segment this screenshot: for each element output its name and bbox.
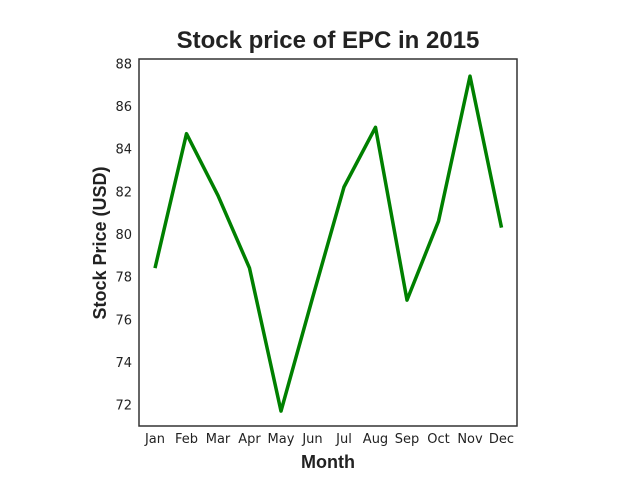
x-tick-label: Feb (175, 432, 198, 447)
y-tick-label: 88 (115, 57, 132, 72)
y-tick-label: 74 (115, 356, 132, 371)
y-axis-label: Stock Price (USD) (90, 166, 110, 319)
x-tick-label: Dec (489, 432, 514, 447)
x-tick-label: Jan (144, 432, 165, 447)
x-tick-label: Sep (395, 432, 420, 447)
x-tick-label: Jul (335, 432, 352, 447)
y-tick-label: 80 (115, 228, 132, 243)
x-tick-label: Nov (457, 432, 483, 447)
series-line (153, 74, 504, 413)
x-axis-label: Month (301, 452, 355, 472)
x-tick-label: Oct (427, 432, 449, 447)
x-tick-label: May (268, 432, 295, 447)
y-tick-label: 84 (115, 143, 132, 158)
y-tick-label: 86 (115, 100, 132, 115)
x-tick-label: Apr (238, 432, 261, 447)
y-axis-ticks: 72 74 76 78 80 82 84 86 88 (115, 57, 132, 413)
series-group (153, 74, 504, 413)
x-tick-label: Mar (206, 432, 231, 447)
x-tick-label: Aug (363, 432, 388, 447)
chart-title: Stock price of EPC in 2015 (177, 27, 480, 54)
y-tick-label: 76 (115, 313, 132, 328)
y-tick-label: 82 (115, 185, 132, 200)
y-tick-label: 78 (115, 271, 132, 286)
y-tick-label: 72 (115, 399, 132, 414)
x-tick-label: Jun (301, 432, 322, 447)
x-axis-ticks: Jan Feb Mar Apr May Jun Jul Aug Sep Oct Nov Dec (144, 432, 514, 447)
